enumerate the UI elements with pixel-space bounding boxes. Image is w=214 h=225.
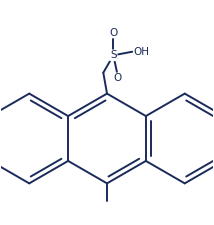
Text: S: S	[110, 50, 117, 60]
Text: OH: OH	[133, 47, 149, 57]
Text: O: O	[113, 73, 122, 83]
Text: O: O	[109, 27, 117, 38]
